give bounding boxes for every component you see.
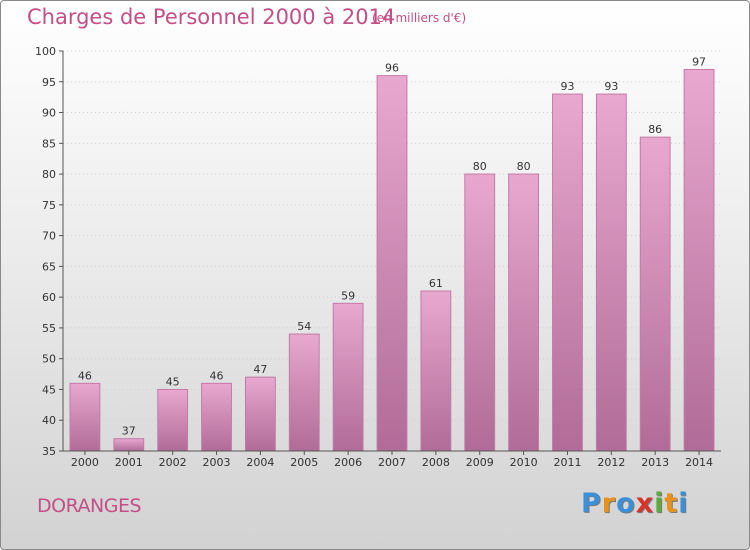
value-label-2014: 97: [692, 55, 706, 68]
logo-letter: t: [664, 488, 679, 519]
x-tick-label-2005: 2005: [290, 456, 318, 469]
bar-2005: [288, 333, 320, 452]
x-tick-label-2002: 2002: [159, 456, 187, 469]
bars: 46 37 45 46 47 54 59 96 61 80 80 93 93 86 97: [69, 55, 715, 452]
x-tick-label-2006: 2006: [334, 456, 362, 469]
bar-2012: [595, 93, 627, 452]
x-tick-label-2003: 2003: [203, 456, 231, 469]
x-tick-label-2011: 2011: [553, 456, 581, 469]
proxiti-logo[interactable]: Proxiti: [581, 488, 689, 519]
logo-letter: i: [654, 488, 665, 519]
bar-2006: [332, 302, 364, 452]
bar-2007: [376, 75, 408, 452]
bar-2011: [552, 93, 583, 452]
x-tick-label-2001: 2001: [115, 456, 143, 469]
value-label-2003: 46: [210, 369, 224, 382]
logo-letter: P: [581, 488, 602, 519]
bar-2009: [464, 173, 496, 452]
bar-2003: [201, 382, 232, 452]
bar-2004: [244, 376, 276, 452]
bar-2008: [420, 290, 452, 452]
value-label-2005: 54: [297, 320, 311, 333]
y-tick-label: 50: [42, 353, 56, 366]
value-label-2007: 96: [385, 62, 399, 75]
x-tick-label-2008: 2008: [422, 456, 450, 469]
x-tick-label-2014: 2014: [685, 456, 713, 469]
x-tick-label-2012: 2012: [597, 456, 625, 469]
bar-2013: [639, 136, 671, 452]
value-label-2013: 86: [648, 123, 662, 136]
value-label-2002: 45: [166, 375, 180, 388]
value-label-2006: 59: [341, 289, 355, 302]
value-label-2011: 93: [560, 80, 574, 93]
y-tick-label: 70: [42, 230, 56, 243]
bar-2001: [113, 438, 145, 452]
x-tick-label-2013: 2013: [641, 456, 669, 469]
bar-2000: [69, 382, 101, 452]
chart-title: Charges de Personnel 2000 à 2014: [27, 5, 396, 29]
x-tick-label-2007: 2007: [378, 456, 406, 469]
y-tick-label: 40: [42, 414, 56, 427]
y-tick-label: 100: [35, 45, 56, 58]
y-tick-label: 75: [42, 199, 56, 212]
y-tick-label: 85: [42, 137, 56, 150]
value-label-2000: 46: [78, 369, 92, 382]
y-tick-label: 90: [42, 107, 56, 120]
y-tick-label: 45: [42, 383, 56, 396]
axes: 35 40 45 50 55 60 65 70 75 80 85 90 95 100 2000 2001 200…: [35, 45, 721, 469]
y-tick-label: 65: [42, 260, 56, 273]
logo-letter: i: [678, 488, 689, 519]
value-label-2004: 47: [253, 363, 267, 376]
x-tick-label-2010: 2010: [510, 456, 538, 469]
value-label-2008: 61: [429, 277, 443, 290]
x-tick-label-2009: 2009: [466, 456, 494, 469]
y-tick-label: 35: [42, 445, 56, 458]
y-tick-label: 60: [42, 291, 56, 304]
logo-letter: r: [601, 488, 617, 519]
x-tick-label-2000: 2000: [71, 456, 99, 469]
value-label-2009: 80: [473, 160, 487, 173]
logo-letter: x: [635, 488, 655, 519]
chart-subtitle: (en milliers d'€): [372, 11, 467, 25]
value-label-2001: 37: [122, 425, 136, 438]
y-tick-label: 95: [42, 76, 56, 89]
y-tick-label: 80: [42, 168, 56, 181]
x-tick-label-2004: 2004: [246, 456, 274, 469]
value-label-2010: 80: [517, 160, 531, 173]
commune-name: DORANGES: [37, 495, 142, 517]
logo-letter: o: [616, 488, 636, 519]
bar-2010: [508, 173, 540, 452]
bar-2002: [157, 388, 189, 452]
bar-2014: [683, 68, 715, 452]
y-tick-label: 55: [42, 322, 56, 335]
value-label-2012: 93: [604, 80, 618, 93]
